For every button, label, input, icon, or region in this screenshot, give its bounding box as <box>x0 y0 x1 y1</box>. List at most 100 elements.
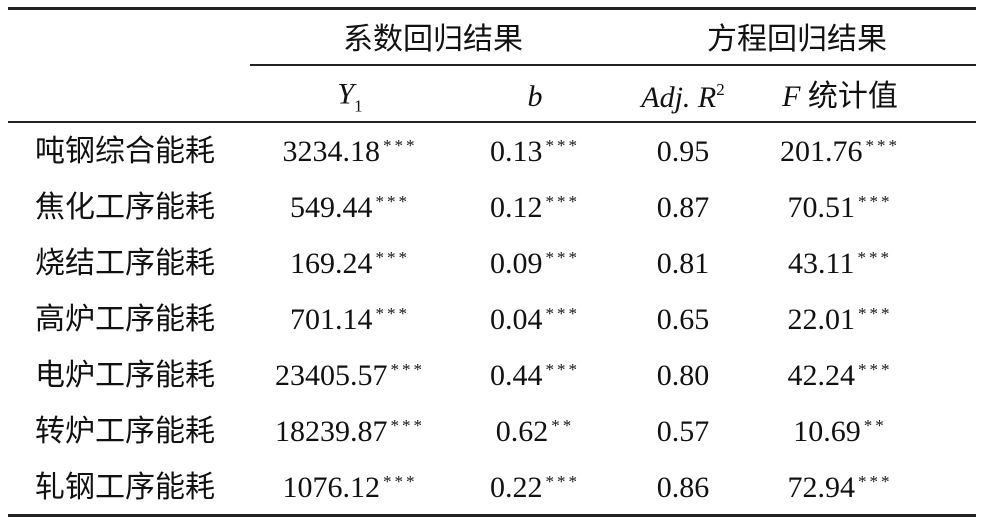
cell-value: 22.01 <box>787 303 856 336</box>
group-rule <box>250 64 976 66</box>
cell: 22.01 *** <box>788 305 893 335</box>
significance: *** <box>858 304 893 323</box>
cell-value: 169.24 <box>290 247 373 280</box>
cell: 42.24 *** <box>788 361 893 391</box>
header-symbol: b <box>527 80 543 113</box>
cell: 43.11 *** <box>788 249 892 279</box>
significance: *** <box>545 472 580 491</box>
column-header: b <box>528 82 543 112</box>
cell-value: 10.69 <box>793 415 861 448</box>
cell-value: 0.80 <box>656 359 710 392</box>
cell-value: 701.14 <box>290 303 373 336</box>
significance: *** <box>375 304 410 323</box>
header-symbol: F <box>782 80 801 113</box>
cell: 0.44 *** <box>490 361 580 391</box>
cell: 0.13 *** <box>490 137 580 167</box>
significance: *** <box>375 248 410 267</box>
cell: 0.81 <box>657 249 710 279</box>
significance: *** <box>858 472 893 491</box>
row-label: 吨钢综合能耗 <box>35 135 215 168</box>
header-superscript: 2 <box>716 80 725 99</box>
cell-value: 0.04 <box>490 303 543 336</box>
cell: 549.44 *** <box>290 193 410 223</box>
header-symbol: Y <box>337 77 355 111</box>
cell: 701.14 *** <box>290 305 410 335</box>
significance: *** <box>865 136 900 155</box>
cell-value: 549.44 <box>290 191 373 224</box>
cell-value: 72.94 <box>787 471 856 504</box>
cell: 18239.87 *** <box>275 417 425 447</box>
group-header: 系数回归结果 <box>343 23 523 56</box>
cell: 0.12 *** <box>490 193 580 223</box>
cell-value: 1076.12 <box>282 471 381 504</box>
cell-value: 0.09 <box>490 247 543 280</box>
significance: *** <box>390 360 425 379</box>
column-header: Adj. R2 <box>641 81 725 113</box>
group-header: 方程回归结果 <box>707 23 887 56</box>
header-rule <box>8 121 976 123</box>
cell: 0.87 <box>657 193 710 223</box>
cell-value: 201.76 <box>780 135 863 168</box>
cell: 23405.57 *** <box>275 361 425 391</box>
cell: 0.86 <box>657 473 710 503</box>
row-label: 转炉工序能耗 <box>35 415 215 448</box>
significance: ** <box>863 416 887 435</box>
significance: *** <box>857 248 892 267</box>
significance: ** <box>551 416 575 435</box>
column-header: F 统计值 <box>782 82 898 112</box>
cell-value: 42.24 <box>787 359 856 392</box>
cell-value: 0.86 <box>656 471 710 504</box>
significance: *** <box>858 192 893 211</box>
cell-value: 0.87 <box>656 191 710 224</box>
cell: 3234.18 *** <box>283 137 418 167</box>
header-text: 统计值 <box>807 80 898 113</box>
cell-value: 43.11 <box>788 247 855 280</box>
significance: *** <box>545 136 580 155</box>
row-label: 高炉工序能耗 <box>35 303 215 336</box>
significance: *** <box>375 192 410 211</box>
cell-value: 0.57 <box>656 415 710 448</box>
cell: 72.94 *** <box>788 473 893 503</box>
cell-value: 0.81 <box>656 247 710 280</box>
cell: 0.04 *** <box>490 305 580 335</box>
cell: 0.57 <box>657 417 710 447</box>
cell: 1076.12 *** <box>283 473 418 503</box>
significance: *** <box>545 304 580 323</box>
cell: 0.62 ** <box>496 417 575 447</box>
row-label: 轧钢工序能耗 <box>35 471 215 504</box>
cell: 0.95 <box>657 137 710 167</box>
cell-value: 0.65 <box>656 303 710 336</box>
header-symbol: Adj. R <box>641 81 717 114</box>
cell: 201.76 *** <box>780 137 900 167</box>
significance: *** <box>383 472 418 491</box>
cell-value: 0.22 <box>490 471 543 504</box>
cell-value: 3234.18 <box>282 135 381 168</box>
row-label: 电炉工序能耗 <box>35 359 215 392</box>
cell: 0.09 *** <box>490 249 580 279</box>
significance: *** <box>858 360 893 379</box>
column-header: Y1 <box>337 77 363 116</box>
row-label: 焦化工序能耗 <box>35 191 215 224</box>
cell: 70.51 *** <box>788 193 893 223</box>
cell-value: 18239.87 <box>275 415 388 448</box>
significance: *** <box>390 416 425 435</box>
bottom-rule <box>8 514 976 517</box>
significance: *** <box>545 248 580 267</box>
cell-value: 0.62 <box>495 415 549 448</box>
cell-value: 70.51 <box>787 191 856 224</box>
significance: *** <box>383 136 418 155</box>
cell-value: 23405.57 <box>275 359 388 392</box>
header-subscript: 1 <box>354 96 363 116</box>
top-rule <box>8 7 976 10</box>
significance: *** <box>545 360 580 379</box>
cell: 0.22 *** <box>490 473 580 503</box>
cell: 169.24 *** <box>290 249 410 279</box>
cell: 0.65 <box>657 305 710 335</box>
cell-value: 0.13 <box>490 135 543 168</box>
cell: 10.69 ** <box>793 417 887 447</box>
significance: *** <box>545 192 580 211</box>
cell-value: 0.12 <box>490 191 543 224</box>
cell-value: 0.44 <box>490 359 543 392</box>
cell: 0.80 <box>657 361 710 391</box>
